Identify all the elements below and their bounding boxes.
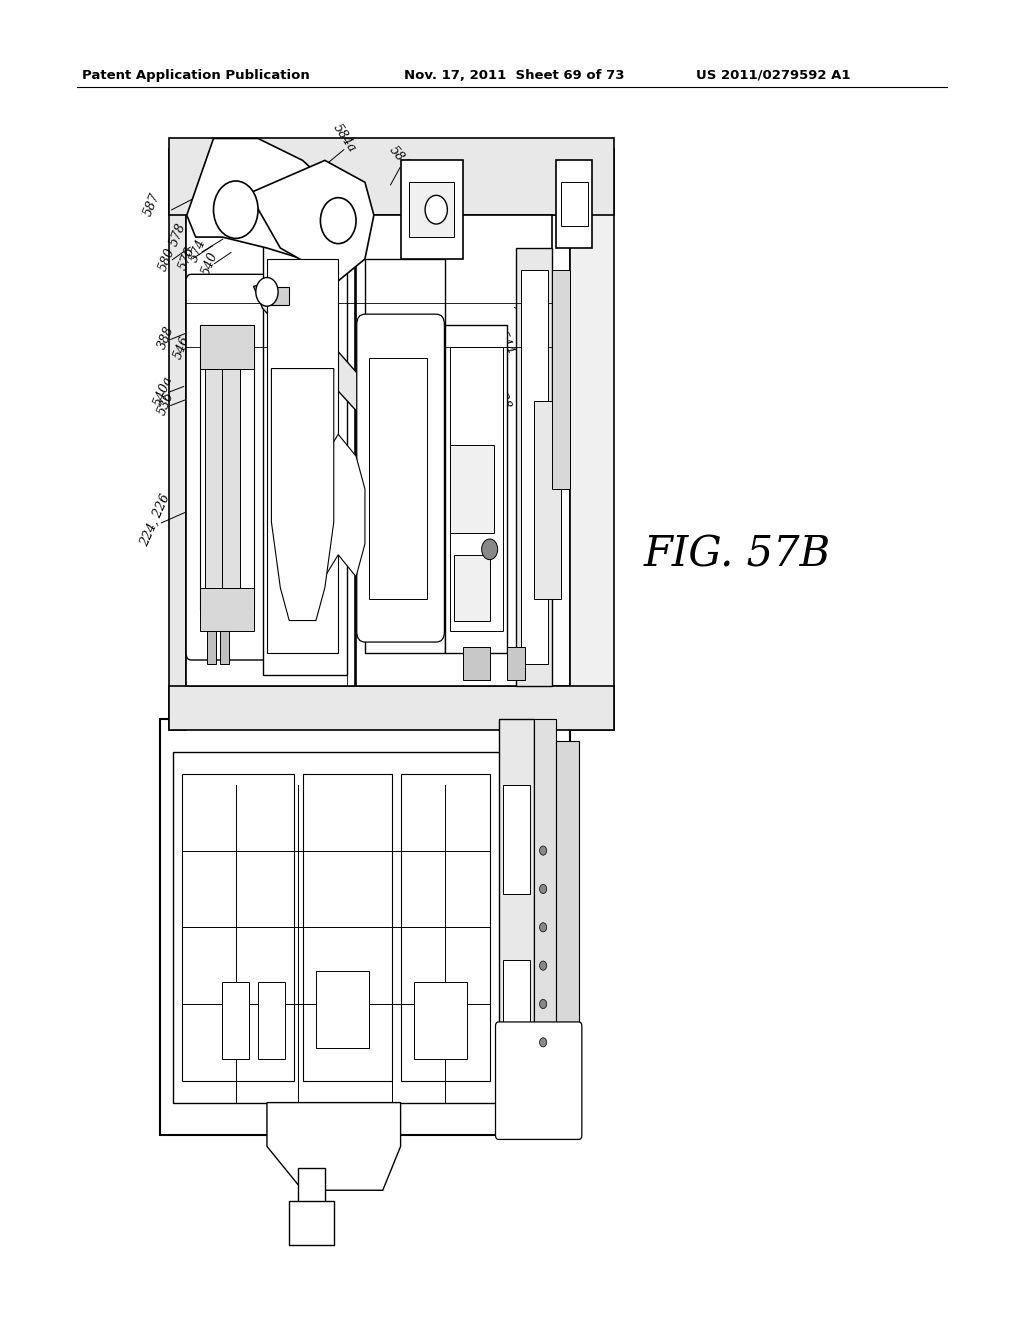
Bar: [400, 774, 489, 1081]
Bar: [370, 358, 427, 598]
Bar: [267, 288, 289, 305]
Text: 550: 550: [520, 300, 541, 326]
Text: Patent Application Publication: Patent Application Publication: [82, 69, 309, 82]
Bar: [298, 1168, 325, 1212]
Text: 536: 536: [156, 391, 176, 417]
Bar: [552, 269, 569, 488]
Bar: [200, 587, 254, 631]
Bar: [445, 325, 508, 653]
Text: 582: 582: [466, 359, 486, 385]
Bar: [569, 149, 614, 730]
Bar: [356, 215, 552, 686]
Bar: [289, 1201, 334, 1245]
Bar: [450, 445, 495, 533]
Bar: [414, 982, 467, 1059]
Bar: [200, 325, 254, 368]
FancyBboxPatch shape: [186, 275, 267, 660]
Bar: [450, 347, 503, 631]
Bar: [503, 960, 529, 1069]
Bar: [186, 215, 569, 686]
FancyBboxPatch shape: [356, 314, 444, 642]
Circle shape: [540, 999, 547, 1008]
Bar: [258, 982, 285, 1059]
Bar: [222, 982, 249, 1059]
Bar: [508, 647, 525, 680]
Bar: [463, 647, 489, 680]
Text: 544: 544: [496, 330, 516, 356]
Text: 538: 538: [493, 384, 513, 411]
Polygon shape: [271, 368, 334, 620]
Text: 546a: 546a: [188, 304, 213, 338]
Text: 587: 587: [141, 191, 162, 218]
Text: 584: 584: [387, 144, 412, 170]
Text: Nov. 17, 2011  Sheet 69 of 73: Nov. 17, 2011 Sheet 69 of 73: [404, 69, 625, 82]
Circle shape: [540, 1038, 547, 1047]
Bar: [169, 686, 614, 730]
Text: 568: 568: [475, 375, 496, 401]
Bar: [169, 139, 614, 215]
Bar: [200, 325, 254, 610]
FancyBboxPatch shape: [496, 1022, 582, 1139]
Text: 540a: 540a: [152, 374, 176, 408]
Circle shape: [540, 923, 547, 932]
Bar: [516, 248, 552, 686]
Text: 224, 226: 224, 226: [138, 492, 173, 548]
Circle shape: [374, 412, 391, 434]
Bar: [186, 215, 355, 686]
Text: 388: 388: [156, 325, 176, 351]
Circle shape: [321, 198, 356, 244]
Circle shape: [540, 846, 547, 855]
Polygon shape: [186, 139, 338, 259]
Bar: [561, 182, 588, 226]
Bar: [365, 259, 445, 653]
Circle shape: [425, 195, 447, 224]
Text: 580: 580: [157, 247, 177, 273]
Bar: [169, 149, 186, 730]
Bar: [410, 182, 454, 238]
Text: 578: 578: [168, 222, 188, 248]
Text: 546: 546: [172, 334, 193, 360]
Polygon shape: [254, 281, 406, 440]
Polygon shape: [316, 434, 365, 577]
Circle shape: [481, 539, 498, 560]
Text: FIG. 57B: FIG. 57B: [644, 533, 830, 576]
Bar: [207, 631, 216, 664]
Polygon shape: [249, 161, 374, 281]
Bar: [222, 368, 241, 587]
Bar: [220, 631, 229, 664]
Circle shape: [540, 961, 547, 970]
Bar: [556, 161, 592, 248]
Circle shape: [540, 884, 547, 894]
Bar: [503, 785, 529, 895]
Text: 574: 574: [187, 238, 208, 264]
Circle shape: [214, 181, 258, 239]
Bar: [267, 259, 338, 653]
Text: 576: 576: [177, 246, 198, 272]
Text: 236, 238: 236, 238: [285, 645, 340, 659]
Bar: [535, 401, 561, 598]
Text: 540: 540: [200, 251, 220, 277]
Bar: [262, 238, 347, 676]
Bar: [521, 269, 548, 664]
Bar: [535, 719, 556, 1135]
Bar: [316, 972, 370, 1048]
Circle shape: [256, 277, 279, 306]
Bar: [499, 719, 535, 1135]
Bar: [400, 160, 463, 259]
Polygon shape: [267, 1102, 400, 1191]
Text: 584a: 584a: [330, 121, 358, 156]
Bar: [173, 752, 556, 1102]
Bar: [556, 741, 579, 1114]
Text: US 2011/0279592 A1: US 2011/0279592 A1: [696, 69, 851, 82]
Bar: [303, 774, 391, 1081]
Bar: [454, 554, 489, 620]
Bar: [160, 719, 569, 1135]
Bar: [205, 368, 222, 587]
Bar: [182, 774, 294, 1081]
